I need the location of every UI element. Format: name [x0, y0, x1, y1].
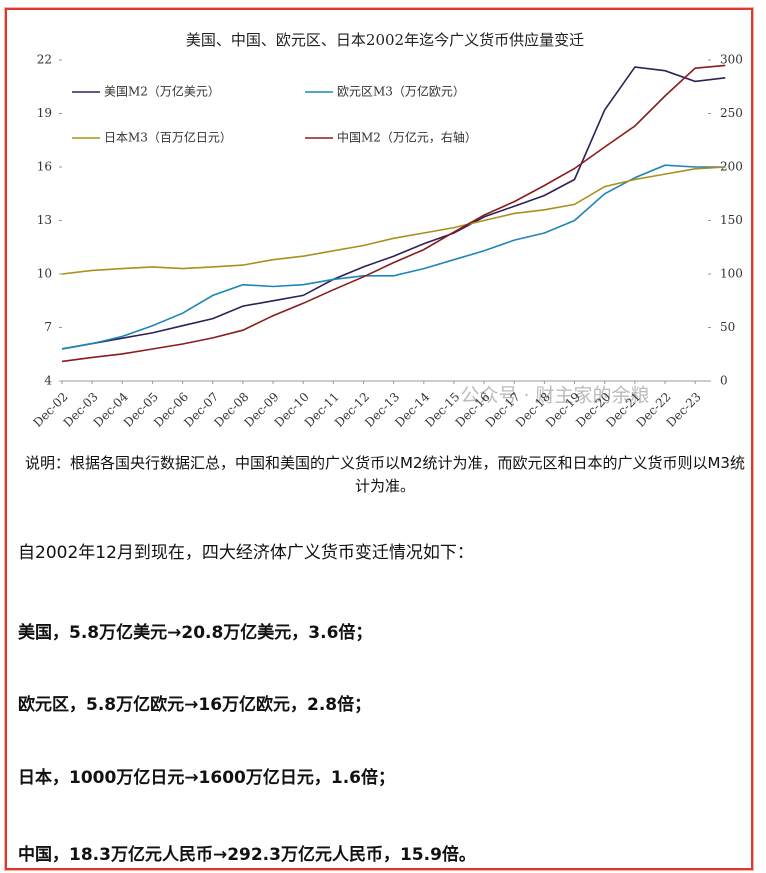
y-tick-label: 13	[37, 213, 52, 227]
y-tick-label: 16	[37, 160, 52, 174]
note: 说明：根据各国央行数据汇总，中国和美国的广义货币以M2统计为准，而欧元区和日本的…	[25, 454, 745, 495]
summary-item: 欧元区，5.8万亿欧元→16万亿欧元，2.8倍；	[18, 695, 372, 715]
y2-tick-label: 150	[720, 213, 743, 227]
y2-tick-label: 200	[720, 160, 743, 174]
y2-tick-label: 0	[720, 374, 728, 388]
y2-tick-label: 100	[720, 267, 743, 281]
y2-tick-label: 300	[720, 53, 743, 67]
intro: 自2002年12月到现在，四大经济体广义货币变迁情况如下：	[18, 543, 474, 563]
summary-item: 中国，18.3万亿元人民币→292.3万亿元人民币，15.9倍。	[18, 845, 476, 865]
series-line	[61, 64, 726, 363]
y2-tick-label: 250	[720, 106, 743, 120]
summary-item: 日本，1000万亿日元→1600万亿日元，1.6倍；	[18, 768, 395, 788]
legend-label: 欧元区M3（万亿欧元）	[337, 84, 465, 99]
watermark: 公众号 · 财主家的余粮	[460, 385, 649, 407]
summary-item: 美国，5.8万亿美元→20.8万亿美元，3.6倍；	[18, 623, 373, 643]
legend-label: 美国M2（万亿美元）	[104, 84, 220, 99]
series-line	[61, 166, 726, 275]
frame	[5, 8, 753, 870]
y-tick-label: 22	[37, 53, 52, 67]
y-tick-label: 19	[37, 106, 52, 120]
y-tick-label: 4	[44, 374, 52, 388]
chart-title: 美国、中国、欧元区、日本2002年迄今广义货币供应量变迁	[186, 31, 584, 49]
y-tick-label: 7	[44, 320, 52, 334]
series-line	[61, 164, 726, 350]
legend-label: 日本M3（百万亿日元）	[104, 130, 232, 145]
series-line	[61, 66, 726, 350]
legend-label: 中国M2（万亿元，右轴）	[337, 130, 477, 145]
chart: 美国、中国、欧元区、日本2002年迄今广义货币供应量变迁 公众号 · 财主家的余…	[30, 31, 743, 430]
y2-tick-label: 50	[720, 320, 735, 334]
y-tick-label: 10	[37, 267, 52, 281]
